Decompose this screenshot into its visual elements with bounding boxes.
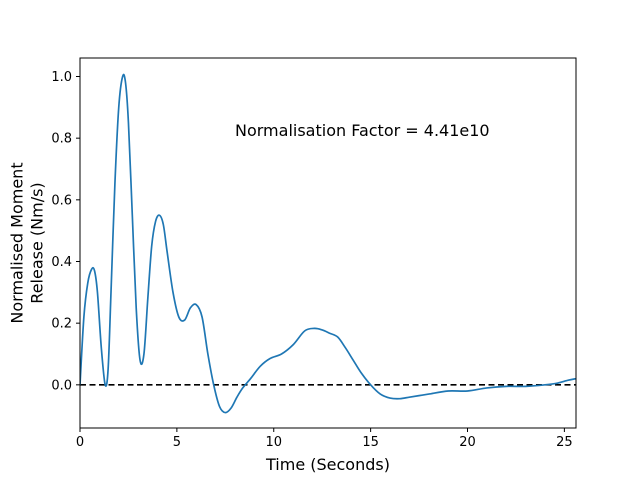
series-line-0 <box>80 73 576 414</box>
y-axis-label-line-2: Release (Nm/s) <box>28 182 47 303</box>
x-tick-label: 20 <box>459 435 476 450</box>
axes-frame <box>79 57 577 429</box>
y-tick-label: 0.8 <box>51 132 72 147</box>
y-tick-label: 0.6 <box>51 193 72 208</box>
y-tick-label: 0.0 <box>51 378 72 393</box>
x-tick-label: 15 <box>362 435 379 450</box>
y-axis-label: Normalised Moment Release (Nm/s) <box>8 162 47 323</box>
x-tick-label: 5 <box>173 435 181 450</box>
y-tick-label: 0.2 <box>51 317 72 332</box>
x-tick-label: 25 <box>556 435 573 450</box>
y-axis-label-line-1: Normalised Moment <box>8 162 27 323</box>
ticks: 0 5 10 15 20 25 0.0 0.2 0.4 0.6 0.8 1.0 <box>51 70 572 450</box>
normalisation-annotation: Normalisation Factor = 4.41e10 <box>235 121 490 140</box>
y-tick-label: 1.0 <box>51 70 72 85</box>
plot-area <box>80 73 576 414</box>
x-tick-label: 10 <box>265 435 282 450</box>
y-tick-label: 0.4 <box>51 255 72 270</box>
x-tick-label: 0 <box>76 435 84 450</box>
x-axis-label: Time (Seconds) <box>265 455 390 474</box>
